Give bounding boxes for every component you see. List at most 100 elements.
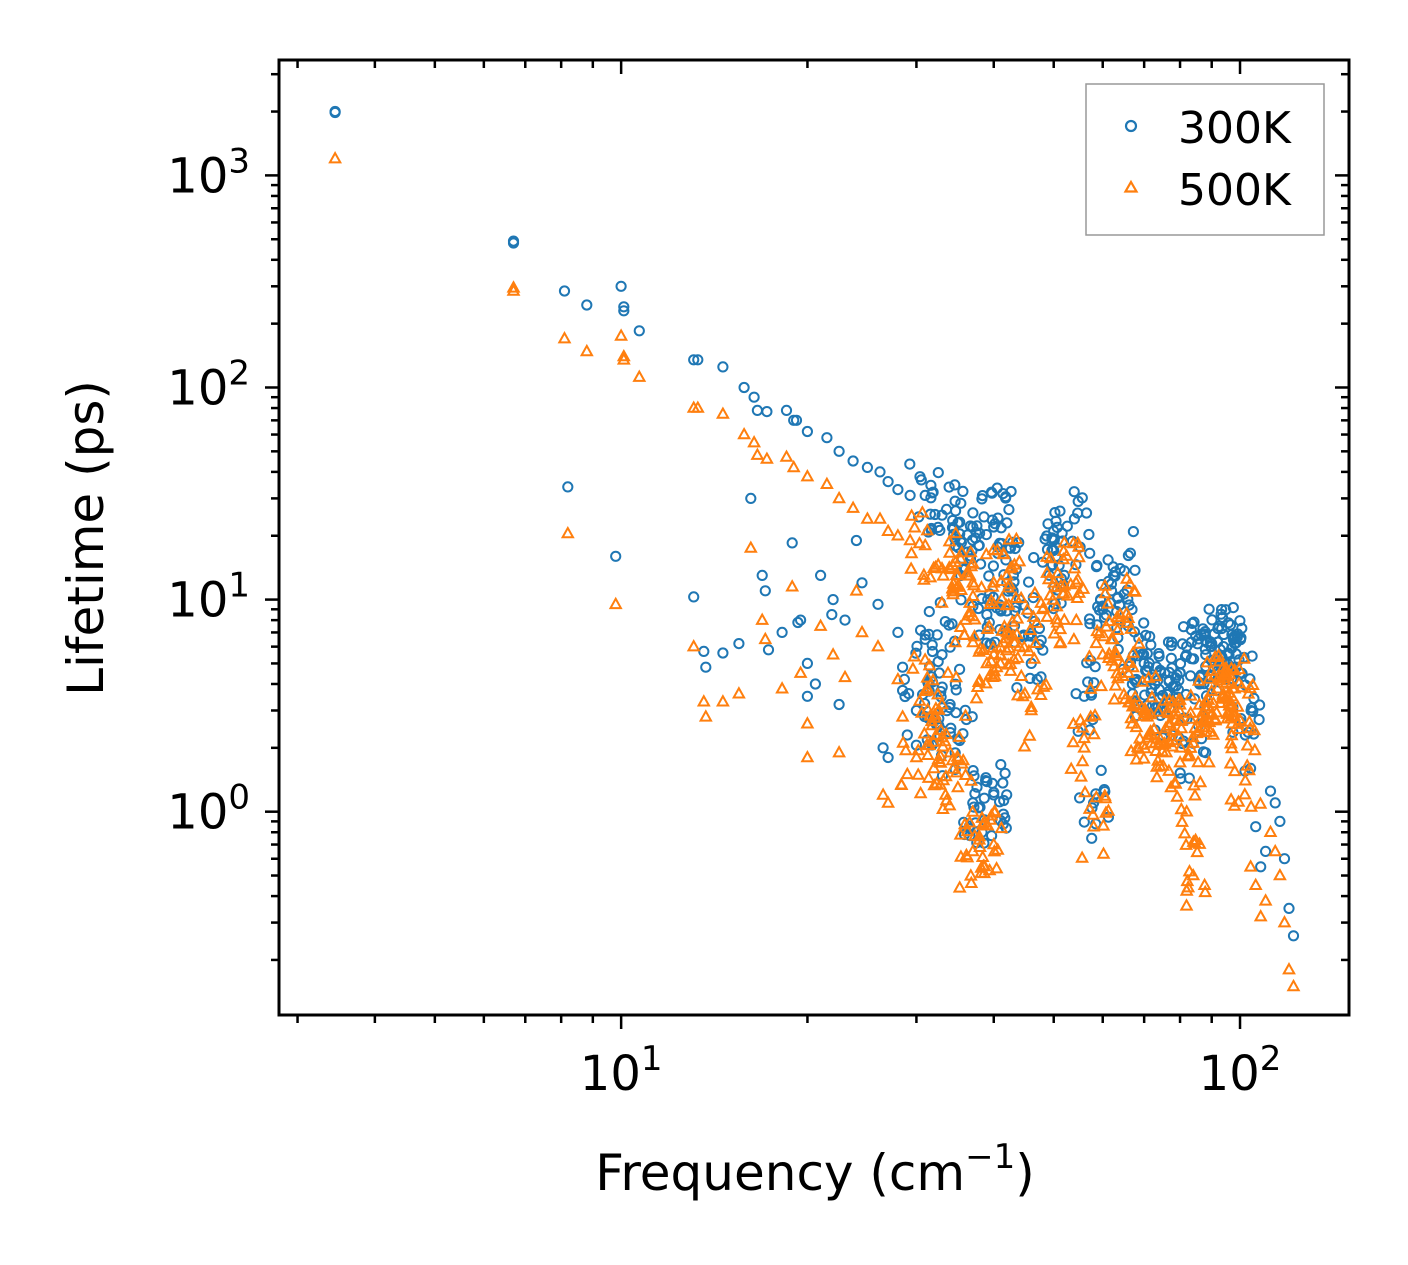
point-500k-26 [903,532,918,546]
point-500k-60-6 [911,742,926,756]
point-500k-89-2 [1144,735,1159,749]
point-300k-99-10 [1174,767,1186,779]
point-300k-29-5 [927,486,939,498]
point-300k-31-1 [954,516,966,528]
point-500k-71-9 [983,666,998,680]
point-300k-30-9 [950,505,962,517]
point-300k-41 [733,638,745,650]
point-300k-104-7 [1216,622,1228,635]
point-500k-76-11 [1049,579,1064,593]
point-500k-32-4 [986,542,1001,555]
point-300k-98-4 [1165,652,1177,664]
point-300k-1 [329,106,341,119]
legend-label-500k: 500K [1178,165,1292,216]
point-500k-66-7 [951,577,966,591]
point-500k-92-9 [1188,788,1202,801]
point-300k-84-7 [1072,495,1084,507]
point-300k-86-7 [1095,764,1107,777]
point-300k-71-3 [967,765,979,777]
point-500k-67-10 [952,880,967,893]
point-300k-89 [1114,563,1126,575]
point-300k-59 [856,577,868,589]
point-500k-81-9 [1094,678,1109,692]
point-300k-60 [872,598,884,610]
legend-marker-500k [1123,179,1139,193]
point-500k-79-6 [1075,753,1090,767]
point-300k-84-9 [1083,528,1095,541]
point-500k-66-3 [957,627,972,640]
point-500k-80-6 [1075,850,1090,863]
point-300k-37 [688,591,700,603]
point-300k-74-2 [969,788,981,800]
point-500k-91-3 [1162,692,1177,706]
series-500k [328,151,1301,992]
point-500k-92-2 [1174,801,1189,815]
point-500k-40 [743,540,758,553]
point-300k-84-11 [1056,527,1068,539]
point-500k-84-11 [1109,648,1124,661]
point-500k-98-1 [1208,713,1223,726]
point-300k-66-10 [903,688,915,700]
point-500k-57 [890,671,905,685]
point-500k-61-6 [922,658,937,671]
point-500k-88-1 [1149,769,1164,783]
point-300k-100-3 [1199,643,1212,655]
point-500k-60-2 [917,726,932,739]
point-300k-90-2 [1112,591,1124,603]
point-500k-107 [1263,824,1278,837]
point-500k-31-11 [986,596,1001,609]
point-300k-99-8 [1200,747,1212,759]
point-300k-85-9 [1082,676,1094,688]
point-500k-93-10 [1179,898,1194,911]
point-500k-96-11 [1191,673,1206,686]
point-500k-63-10 [931,702,946,715]
point-500k-63-11 [928,701,943,714]
point-500k-84 [1121,665,1136,678]
point-300k-52 [850,534,863,547]
point-500k-76-4 [1043,588,1058,601]
point-500k-28-11 [931,557,946,570]
legend-box [1085,83,1325,236]
point-500k-80-1 [1096,818,1111,831]
point-300k-106-2 [1234,615,1246,627]
point-500k-86-2 [1125,716,1140,729]
point-500k-76-9 [1049,599,1064,612]
point-500k-75-9 [1027,585,1042,598]
point-500k-30-1 [966,588,980,601]
point-500k-65-3 [964,773,979,786]
point-500k-79-5 [1087,726,1101,740]
point-300k-90-9 [1133,632,1145,644]
point-300k-104-11 [1222,617,1235,629]
point-500k-2 [506,283,521,296]
point-300k-84-8 [1080,507,1093,519]
point-500k-72-1 [1014,590,1029,604]
point-300k-29-8 [915,474,927,486]
point-500k-27-10 [904,545,919,559]
point-300k-76-8 [999,767,1011,779]
point-500k-69-6 [969,691,984,704]
point-500k-80-10 [1096,846,1111,859]
point-500k-3 [557,331,572,344]
point-300k-44 [786,537,798,549]
point-500k-87-10 [1138,701,1153,715]
point-500k-100-3 [1237,651,1252,664]
point-500k-79-8 [1073,712,1088,726]
point-500k-87-11 [1151,704,1166,717]
point-500k-101-4 [1240,738,1255,751]
point-300k-81-6 [1023,576,1035,588]
point-500k-65-10 [935,801,950,814]
point-500k-85-10 [1132,731,1147,744]
point-500k-72-8 [993,656,1008,669]
point-300k-107-9 [1246,650,1258,662]
point-300k-76-6 [1001,789,1013,801]
point-500k-76-3 [1056,551,1071,565]
point-300k-89-11 [1127,526,1140,538]
point-500k-0 [328,151,343,164]
point-300k-31-5 [957,485,969,497]
point-300k-72-8 [974,527,986,539]
point-500k-87-9 [1143,724,1158,737]
point-300k-32-10 [954,528,966,540]
point-500k-32-6 [994,573,1009,586]
point-300k-15 [751,404,764,416]
point-500k-27-11 [904,508,919,521]
